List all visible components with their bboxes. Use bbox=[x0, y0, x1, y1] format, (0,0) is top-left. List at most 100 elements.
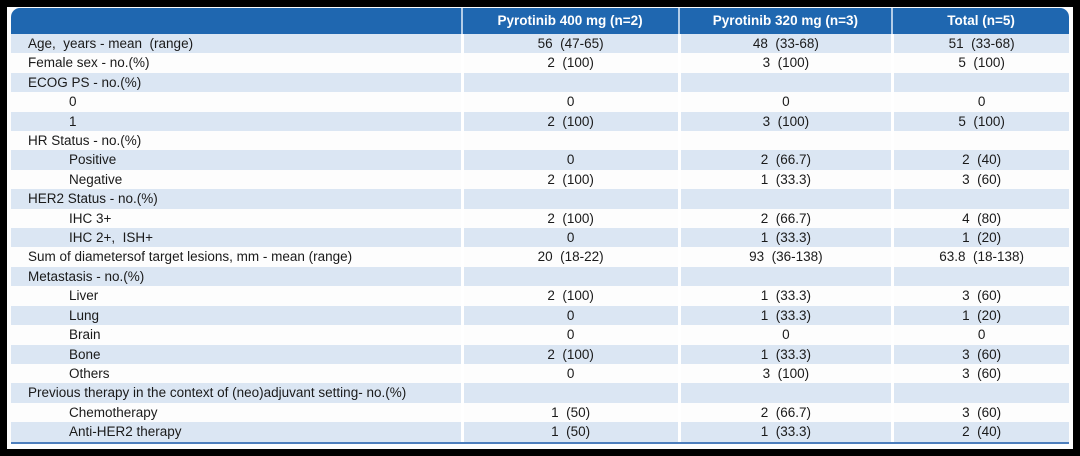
row-label: Brain bbox=[69, 327, 101, 343]
row-label: Sum of diametersof target lesions, mm - … bbox=[28, 249, 353, 265]
value-cell bbox=[891, 189, 1069, 209]
value-cell: 1 (33.3) bbox=[677, 286, 892, 306]
table-row: Anti-HER2 therapy 1 (50) 1 (33.3) 2 (40) bbox=[11, 422, 1069, 442]
table-row: Previous therapy in the context of (neo)… bbox=[11, 383, 1069, 403]
value-cell: 2 (40) bbox=[891, 422, 1069, 442]
row-label: HR Status - no.(%) bbox=[28, 133, 142, 149]
value-cell bbox=[677, 266, 892, 287]
value-cell bbox=[677, 189, 892, 209]
value-cell: 2 (66.7) bbox=[677, 150, 892, 170]
row-label: Metastasis - no.(%) bbox=[11, 266, 461, 287]
row-label: IHC 3+ bbox=[69, 210, 112, 226]
row-label: HER2 Status - no.(%) bbox=[11, 189, 461, 209]
value-cell: 1 (33.3) bbox=[677, 344, 892, 364]
header-cell-col2: Pyrotinib 320 mg (n=3) bbox=[677, 8, 892, 34]
value-cell: 2 (100) bbox=[460, 208, 678, 229]
row-label: Positive bbox=[11, 150, 461, 170]
row-label: Chemotherapy bbox=[69, 404, 158, 420]
header-cell-col1: Pyrotinib 400 mg (n=2) bbox=[460, 8, 678, 34]
value-cell: 1 (50) bbox=[460, 422, 678, 442]
table-row: Negative 2 (100) 1 (33.3) 3 (60) bbox=[11, 169, 1069, 190]
value-cell bbox=[677, 383, 892, 403]
value-cell: 1 (50) bbox=[460, 402, 678, 423]
value-cell: 5 (100) bbox=[891, 111, 1069, 132]
value-cell: 1 (33.3) bbox=[677, 305, 892, 326]
value-cell: 0 bbox=[460, 150, 678, 170]
value-cell bbox=[460, 189, 678, 209]
row-label: Others bbox=[69, 365, 110, 381]
value-cell: 0 bbox=[460, 305, 678, 326]
table-row: Others 0 3 (100) 3 (60) bbox=[11, 363, 1069, 384]
value-cell: 93 (36-138) bbox=[677, 247, 892, 267]
row-label: ECOG PS - no.(%) bbox=[11, 72, 461, 93]
value-cell: 0 bbox=[891, 325, 1069, 345]
value-cell: 0 bbox=[460, 325, 678, 345]
value-cell bbox=[891, 383, 1069, 403]
value-cell: 3 (100) bbox=[677, 53, 892, 73]
value-cell: 1 (33.3) bbox=[677, 422, 892, 442]
value-cell: 1 (33.3) bbox=[677, 228, 892, 248]
row-label: Age, years - mean (range) bbox=[11, 34, 461, 54]
table-row: Female sex - no.(%) 2 (100) 3 (100) 5 (100) bbox=[11, 53, 1069, 73]
value-cell bbox=[460, 131, 678, 151]
value-cell: 3 (100) bbox=[677, 363, 892, 384]
value-cell: 63.8 (18-138) bbox=[891, 247, 1069, 267]
value-cell: 51 (33-68) bbox=[891, 34, 1069, 54]
table-row: Liver 2 (100) 1 (33.3) 3 (60) bbox=[11, 286, 1069, 306]
value-cell bbox=[460, 383, 678, 403]
value-cell: 3 (100) bbox=[677, 111, 892, 132]
value-cell bbox=[677, 131, 892, 151]
value-cell: 2 (100) bbox=[460, 111, 678, 132]
table-row: Positive 0 2 (66.7) 2 (40) bbox=[11, 150, 1069, 170]
value-cell: 1 (33.3) bbox=[677, 169, 892, 190]
row-label: Previous therapy in the context of (neo)… bbox=[11, 383, 461, 403]
table-row: HER2 Status - no.(%) bbox=[11, 189, 1069, 209]
table-row: ECOG PS - no.(%) bbox=[11, 72, 1069, 93]
table-row: Chemotherapy 1 (50) 2 (66.7) 3 (60) bbox=[11, 402, 1069, 423]
value-cell: 3 (60) bbox=[891, 286, 1069, 306]
value-cell: 4 (80) bbox=[891, 208, 1069, 229]
value-cell: 2 (100) bbox=[460, 344, 678, 364]
table-row: Lung 0 1 (33.3) 1 (20) bbox=[11, 305, 1069, 326]
value-cell: 56 (47-65) bbox=[460, 34, 678, 54]
table-row: Brain 0 0 0 bbox=[11, 325, 1069, 345]
value-cell: 3 (60) bbox=[891, 344, 1069, 364]
table-row: HR Status - no.(%) bbox=[11, 131, 1069, 151]
value-cell: 3 (60) bbox=[891, 402, 1069, 423]
row-label: Bone bbox=[11, 344, 461, 364]
header-cell-blank bbox=[11, 8, 461, 34]
baseline-characteristics-table: Pyrotinib 400 mg (n=2) Pyrotinib 320 mg (… bbox=[11, 8, 1069, 444]
row-label: IHC 2+, ISH+ bbox=[11, 228, 461, 248]
table-row: IHC 3+ 2 (100) 2 (66.7) 4 (80) bbox=[11, 208, 1069, 229]
value-cell bbox=[891, 72, 1069, 93]
value-cell: 0 bbox=[460, 363, 678, 384]
value-cell: 0 bbox=[677, 92, 892, 112]
table-row: Bone 2 (100) 1 (33.3) 3 (60) bbox=[11, 344, 1069, 364]
value-cell bbox=[460, 266, 678, 287]
table-header-row: Pyrotinib 400 mg (n=2) Pyrotinib 320 mg (… bbox=[11, 8, 1069, 34]
table-row: Age, years - mean (range) 56 (47-65) 48 (3… bbox=[11, 34, 1069, 54]
row-label: Female sex - no.(%) bbox=[28, 55, 150, 71]
value-cell: 2 (66.7) bbox=[677, 402, 892, 423]
row-label: Anti-HER2 therapy bbox=[11, 422, 461, 442]
row-label: 1 bbox=[11, 111, 461, 132]
value-cell: 5 (100) bbox=[891, 53, 1069, 73]
value-cell: 2 (66.7) bbox=[677, 208, 892, 229]
value-cell bbox=[460, 72, 678, 93]
row-label: Liver bbox=[69, 288, 99, 304]
value-cell bbox=[891, 266, 1069, 287]
value-cell: 2 (100) bbox=[460, 169, 678, 190]
value-cell: 1 (20) bbox=[891, 305, 1069, 326]
value-cell: 1 (20) bbox=[891, 228, 1069, 248]
table-row: Sum of diametersof target lesions, mm - … bbox=[11, 247, 1069, 267]
value-cell bbox=[677, 72, 892, 93]
value-cell: 0 bbox=[677, 325, 892, 345]
value-cell: 3 (60) bbox=[891, 169, 1069, 190]
value-cell: 0 bbox=[460, 228, 678, 248]
value-cell: 0 bbox=[460, 92, 678, 112]
row-label: Negative bbox=[69, 171, 123, 187]
value-cell bbox=[891, 131, 1069, 151]
